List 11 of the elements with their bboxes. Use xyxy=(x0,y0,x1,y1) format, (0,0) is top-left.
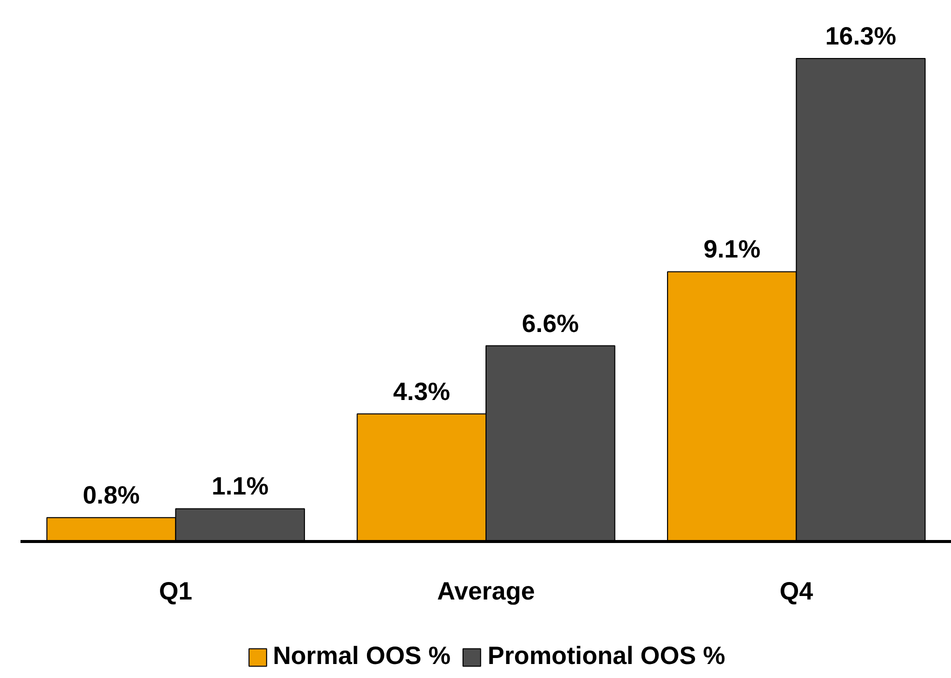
legend-label: Normal OOS % xyxy=(272,642,451,671)
x-tick-label: Q4 xyxy=(780,577,814,606)
data-label: 6.6% xyxy=(522,310,579,338)
data-label: 16.3% xyxy=(825,22,896,50)
x-tick-label: Q1 xyxy=(158,577,192,606)
x-tick-label: Average xyxy=(437,577,535,606)
data-label: 4.3% xyxy=(393,378,450,406)
data-label: 0.8% xyxy=(82,482,140,510)
data-label: 1.1% xyxy=(212,472,269,501)
data-label: 9.1% xyxy=(703,236,760,264)
legend-label: Promotional OOS % xyxy=(488,642,726,671)
